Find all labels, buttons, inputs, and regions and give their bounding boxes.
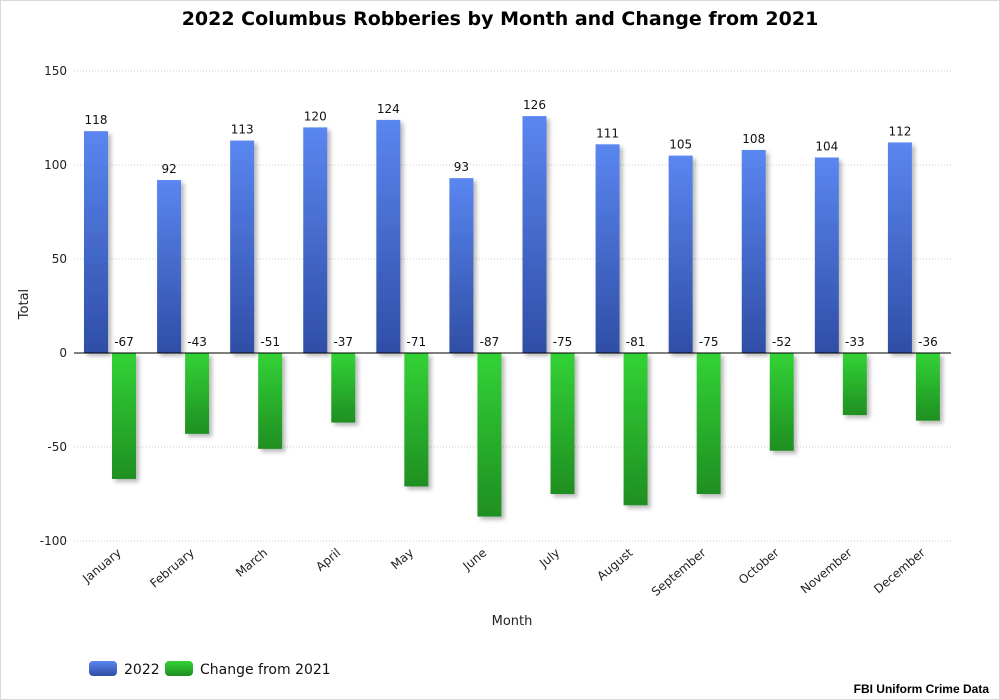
label-2022-november: 104 — [815, 139, 838, 153]
label-2022-june: 93 — [454, 160, 469, 174]
label-2022-february: 92 — [161, 162, 176, 176]
legend-swatch-2022 — [89, 661, 117, 676]
bar-2022-february — [157, 180, 182, 353]
y-tick-label: 150 — [44, 64, 67, 78]
bar-2022-november — [814, 157, 839, 353]
y-tick-label: 50 — [52, 252, 67, 266]
label-2022-december: 112 — [888, 124, 911, 138]
data-labels: 118 -67 92 -43 113 -51 120 -37 124 -71 93 -87 126 -75… — [85, 98, 938, 349]
label-change-may: -71 — [407, 335, 427, 349]
bar-2022-july — [522, 116, 547, 354]
x-tick-january: January — [79, 546, 124, 587]
label-change-august: -81 — [626, 335, 646, 349]
label-2022-october: 108 — [742, 132, 765, 146]
label-change-october: -52 — [772, 335, 792, 349]
bar-change-april — [331, 353, 356, 423]
label-change-july: -75 — [553, 335, 573, 349]
x-axis-ticks: January February March April May June July Augu… — [79, 545, 928, 599]
bar-2022-august — [595, 144, 620, 353]
label-change-march: -51 — [260, 335, 280, 349]
label-2022-august: 111 — [596, 126, 619, 140]
x-tick-may: May — [388, 546, 416, 573]
legend-swatch-change — [165, 661, 193, 676]
x-tick-december: December — [871, 546, 928, 597]
label-2022-july: 126 — [523, 98, 546, 112]
gridlines — [74, 70, 951, 542]
bar-change-december — [915, 353, 940, 421]
y-axis-title: Total — [17, 289, 32, 320]
bar-2022-june — [449, 178, 474, 353]
y-tick-label: -50 — [47, 440, 67, 454]
label-2022-september: 105 — [669, 138, 692, 152]
y-tick-label: 100 — [44, 158, 67, 172]
bar-2022-april — [303, 127, 328, 354]
legend-label-change: Change from 2021 — [200, 662, 331, 678]
x-axis-title: Month — [492, 614, 533, 629]
x-tick-february: February — [147, 546, 197, 591]
bar-2022-march — [230, 140, 255, 353]
label-2022-march: 113 — [231, 123, 254, 137]
bar-change-february — [185, 353, 210, 434]
legend-label-2022: 2022 — [124, 662, 160, 678]
label-2022-may: 124 — [377, 102, 400, 116]
bar-2022-september — [668, 155, 693, 353]
bar-change-november — [842, 353, 867, 416]
label-change-february: -43 — [187, 335, 207, 349]
x-tick-august: August — [594, 545, 635, 583]
x-tick-june: June — [460, 546, 490, 574]
y-tick-label: 0 — [59, 346, 67, 360]
bar-change-march — [258, 353, 283, 449]
bar-2022-december — [887, 142, 912, 353]
bar-2022-october — [741, 149, 766, 353]
bar-change-may — [404, 353, 429, 487]
y-axis-ticks: -100 -50 0 50 100 150 — [40, 64, 67, 548]
x-tick-march: March — [233, 546, 270, 580]
chart-title: 2022 Columbus Robberies by Month and Cha… — [182, 8, 819, 30]
bar-change-august — [623, 353, 648, 506]
source-note: FBI Uniform Crime Data — [854, 682, 990, 696]
label-change-december: -36 — [918, 335, 938, 349]
x-tick-october: October — [736, 546, 782, 588]
legend: 2022 Change from 2021 — [89, 661, 331, 678]
label-change-april: -37 — [333, 335, 353, 349]
bar-2022-january — [84, 131, 108, 353]
x-tick-july: July — [536, 546, 562, 571]
label-change-september: -75 — [699, 335, 719, 349]
label-change-june: -87 — [480, 335, 500, 349]
label-2022-april: 120 — [304, 109, 327, 123]
x-tick-november: November — [798, 546, 855, 597]
label-change-november: -33 — [845, 335, 865, 349]
bar-change-january — [112, 353, 136, 479]
bar-change-september — [696, 353, 721, 494]
label-change-january: -67 — [114, 335, 134, 349]
x-tick-april: April — [313, 546, 343, 574]
x-tick-september: September — [649, 546, 709, 599]
bar-change-october — [769, 353, 794, 451]
bar-2022-may — [376, 119, 401, 353]
bar-change-july — [550, 353, 575, 494]
bars — [84, 116, 940, 517]
y-tick-label: -100 — [40, 534, 67, 548]
label-2022-january: 118 — [85, 113, 108, 127]
bar-change-june — [477, 353, 502, 517]
